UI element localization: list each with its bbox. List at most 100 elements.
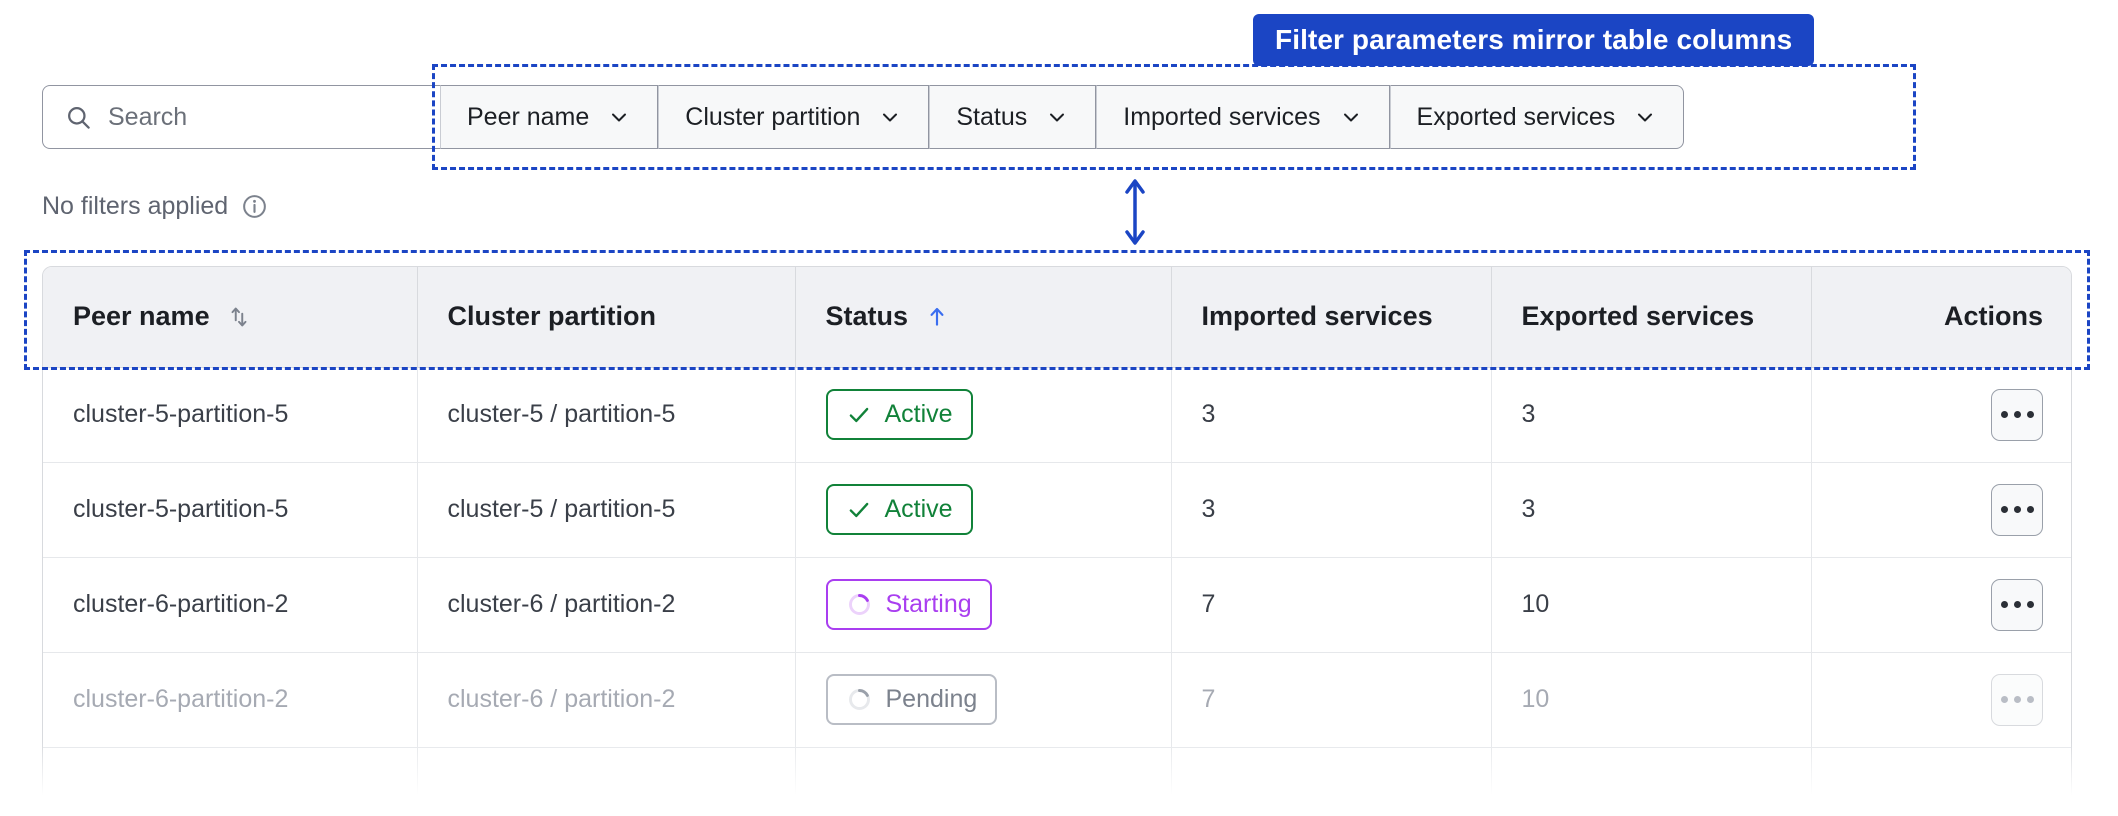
kebab-icon: [2026, 506, 2034, 513]
column-header-actions: Actions: [1811, 267, 2071, 368]
row-actions-button[interactable]: [1991, 673, 2043, 726]
filter-status[interactable]: Status: [929, 85, 1097, 149]
row-actions-button[interactable]: [1991, 388, 2043, 441]
filter-peer-name[interactable]: Peer name: [440, 85, 659, 149]
kebab-icon: [2013, 411, 2021, 418]
status-badge-label: Active: [884, 400, 953, 428]
cell-peer-name: cluster-6-partition-2: [43, 652, 418, 748]
kebab-icon: [2000, 506, 2008, 513]
column-header-actions-label: Actions: [1943, 301, 2043, 332]
filter-peer-name-label: Peer name: [467, 102, 590, 131]
filter-imported-services[interactable]: Imported services: [1096, 85, 1390, 149]
spinner-icon: [848, 689, 870, 710]
cell-actions: [1811, 747, 2071, 816]
column-header-exported-services-label: Exported services: [1521, 301, 1755, 332]
column-header-cluster-partition-label: Cluster partition: [447, 301, 657, 332]
row-actions-button[interactable]: [1991, 483, 2043, 536]
cell-actions: [1811, 462, 2071, 558]
filter-toolbar: Peer name Cluster partition Status Impor…: [42, 85, 1685, 149]
check-icon: [849, 407, 868, 422]
cell-peer-name: cluster-5-partition-5: [43, 367, 418, 463]
annotation-double-arrow-icon: [1125, 179, 1145, 245]
filters-status-label: No filters applied: [42, 192, 229, 220]
cell-status: Active: [795, 367, 1172, 463]
column-header-status[interactable]: Status: [795, 267, 1172, 368]
cell-exported-services: 3: [1491, 462, 1812, 558]
kebab-icon: [2000, 411, 2008, 418]
cell-imported-services: 7: [1171, 557, 1492, 653]
table-row[interactable]: cluster-6-partition-2 cluster-6 / partit…: [43, 652, 2071, 748]
column-header-exported-services[interactable]: Exported services: [1491, 267, 1812, 368]
search-box[interactable]: [42, 85, 440, 149]
status-badge-label: Pending: [885, 685, 978, 713]
filter-cluster-partition[interactable]: Cluster partition: [658, 85, 930, 149]
kebab-icon: [2026, 411, 2034, 418]
cell-imported-services: [1171, 747, 1492, 816]
table-row[interactable]: cluster-6-partition-2 cluster-6 / partit…: [43, 557, 2071, 653]
table-row[interactable]: cluster-5-partition-5 cluster-5 / partit…: [43, 462, 2071, 558]
column-header-status-label: Status: [825, 301, 909, 332]
column-header-cluster-partition[interactable]: Cluster partition: [417, 267, 796, 368]
table-header-row: Peer name Cluster partition: [43, 267, 2071, 368]
chevron-down-icon: [612, 113, 627, 122]
kebab-icon: [2013, 696, 2021, 703]
cell-cluster-partition: cluster-5 / partition-5: [417, 367, 796, 463]
cell-peer-name: cluster-6-partition-2: [43, 557, 418, 653]
filter-exported-services-label: Exported services: [1416, 102, 1616, 131]
cell-imported-services: 7: [1171, 652, 1492, 748]
kebab-icon: [2000, 696, 2008, 703]
peerings-table: Peer name Cluster partition: [42, 266, 2072, 816]
column-header-peer-name[interactable]: Peer name: [43, 267, 418, 368]
filter-status-label: Status: [956, 102, 1028, 131]
cell-exported-services: 10: [1491, 652, 1812, 748]
cell-cluster-partition: cluster-6 / partition-2: [417, 652, 796, 748]
status-badge: Active: [825, 484, 973, 535]
row-actions-button[interactable]: [1991, 578, 2043, 631]
cell-peer-name: [43, 747, 418, 816]
cell-imported-services: 3: [1171, 367, 1492, 463]
chevron-down-icon: [1343, 113, 1358, 122]
search-input[interactable]: [108, 102, 408, 132]
kebab-icon: [2013, 601, 2021, 608]
table-row[interactable]: [43, 747, 2071, 816]
cell-cluster-partition: cluster-5 / partition-5: [417, 462, 796, 558]
status-badge: Pending: [825, 674, 998, 725]
filter-cluster-partition-label: Cluster partition: [685, 102, 861, 131]
sort-arrow-up-icon[interactable]: [924, 304, 950, 330]
status-badge: Active: [825, 389, 973, 440]
cell-cluster-partition: [417, 747, 796, 816]
cell-status: [795, 747, 1172, 816]
cell-exported-services: [1491, 747, 1812, 816]
annotation-callout-label: Filter parameters mirror table columns: [1275, 24, 1793, 55]
cell-status: Active: [795, 462, 1172, 558]
column-header-imported-services[interactable]: Imported services: [1171, 267, 1492, 368]
spinner-icon: [848, 594, 870, 615]
chevron-down-icon: [1050, 113, 1065, 122]
filters-status: No filters applied: [42, 192, 268, 221]
cell-cluster-partition: cluster-6 / partition-2: [417, 557, 796, 653]
cell-exported-services: 10: [1491, 557, 1812, 653]
cell-actions: [1811, 557, 2071, 653]
status-badge: Starting: [825, 579, 992, 630]
kebab-icon: [2026, 601, 2034, 608]
sort-updown-icon[interactable]: [226, 304, 252, 330]
cell-actions: [1811, 652, 2071, 748]
cell-actions: [1811, 367, 2071, 463]
column-header-imported-services-label: Imported services: [1201, 301, 1433, 332]
info-icon[interactable]: [241, 193, 268, 220]
status-badge-label: Active: [884, 495, 953, 523]
cell-peer-name: cluster-5-partition-5: [43, 462, 418, 558]
chevron-down-icon: [883, 113, 898, 122]
column-header-peer-name-label: Peer name: [73, 301, 210, 332]
filter-exported-services[interactable]: Exported services: [1389, 85, 1685, 149]
status-badge-label: Starting: [885, 590, 972, 618]
cell-imported-services: 3: [1171, 462, 1492, 558]
cell-exported-services: 3: [1491, 367, 1812, 463]
kebab-icon: [2026, 696, 2034, 703]
table-row[interactable]: cluster-5-partition-5 cluster-5 / partit…: [43, 367, 2071, 463]
annotation-callout-banner: Filter parameters mirror table columns: [1253, 14, 1815, 66]
cell-status: Pending: [795, 652, 1172, 748]
kebab-icon: [2000, 601, 2008, 608]
kebab-icon: [2013, 506, 2021, 513]
